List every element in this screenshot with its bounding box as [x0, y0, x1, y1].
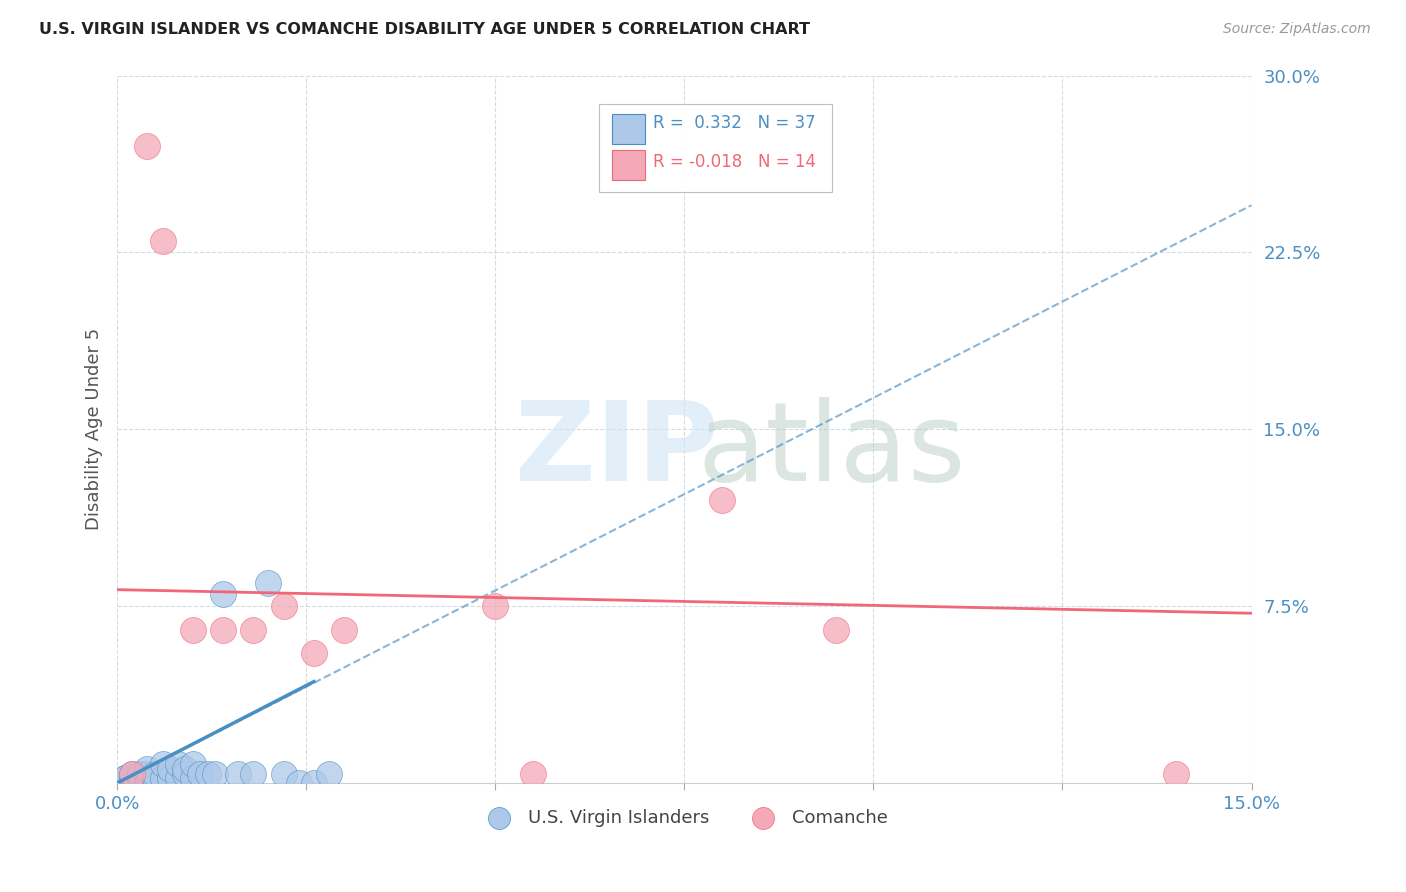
Point — [333, 623, 356, 637]
Point — [287, 776, 309, 790]
Point — [114, 776, 136, 790]
Point — [174, 766, 197, 780]
Point — [522, 766, 544, 780]
Point — [181, 757, 204, 772]
Point — [136, 766, 159, 780]
Point — [143, 772, 166, 786]
FancyBboxPatch shape — [612, 150, 645, 179]
Point — [136, 762, 159, 776]
Point — [114, 776, 136, 790]
Point — [152, 234, 174, 248]
Point — [197, 766, 219, 780]
Point — [136, 776, 159, 790]
Point — [136, 772, 159, 786]
Point — [711, 493, 734, 508]
Y-axis label: Disability Age Under 5: Disability Age Under 5 — [86, 328, 103, 531]
Point — [121, 776, 143, 790]
Point — [212, 623, 235, 637]
Text: U.S. VIRGIN ISLANDER VS COMANCHE DISABILITY AGE UNDER 5 CORRELATION CHART: U.S. VIRGIN ISLANDER VS COMANCHE DISABIL… — [39, 22, 810, 37]
Point — [181, 772, 204, 786]
Point — [159, 762, 181, 776]
Point — [136, 139, 159, 153]
Point — [181, 623, 204, 637]
Point — [121, 772, 143, 786]
Point — [152, 772, 174, 786]
Text: R =  0.332   N = 37: R = 0.332 N = 37 — [652, 114, 815, 132]
Point — [204, 766, 226, 780]
Point — [190, 766, 212, 780]
Point — [121, 766, 143, 780]
Point — [824, 623, 846, 637]
Point — [128, 772, 150, 786]
Text: R = -0.018   N = 14: R = -0.018 N = 14 — [652, 153, 815, 171]
Point — [273, 766, 295, 780]
Point — [242, 623, 264, 637]
FancyBboxPatch shape — [599, 103, 832, 193]
Point — [128, 776, 150, 790]
Point — [174, 762, 197, 776]
Point — [302, 776, 325, 790]
Point — [302, 646, 325, 660]
Point — [257, 575, 280, 590]
Point — [121, 766, 143, 780]
Point — [159, 772, 181, 786]
FancyBboxPatch shape — [612, 114, 645, 145]
Text: Source: ZipAtlas.com: Source: ZipAtlas.com — [1223, 22, 1371, 37]
Point — [226, 766, 249, 780]
Point — [273, 599, 295, 614]
Point — [166, 772, 188, 786]
Point — [212, 587, 235, 601]
Point — [484, 599, 506, 614]
Legend: U.S. Virgin Islanders, Comanche: U.S. Virgin Islanders, Comanche — [474, 802, 896, 834]
Point — [152, 757, 174, 772]
Point — [1164, 766, 1187, 780]
Text: atlas: atlas — [697, 397, 966, 504]
Text: ZIP: ZIP — [515, 397, 718, 504]
Point — [242, 766, 264, 780]
Point — [143, 766, 166, 780]
Point — [128, 766, 150, 780]
Point — [318, 766, 340, 780]
Point — [114, 772, 136, 786]
Point — [114, 772, 136, 786]
Point — [166, 757, 188, 772]
